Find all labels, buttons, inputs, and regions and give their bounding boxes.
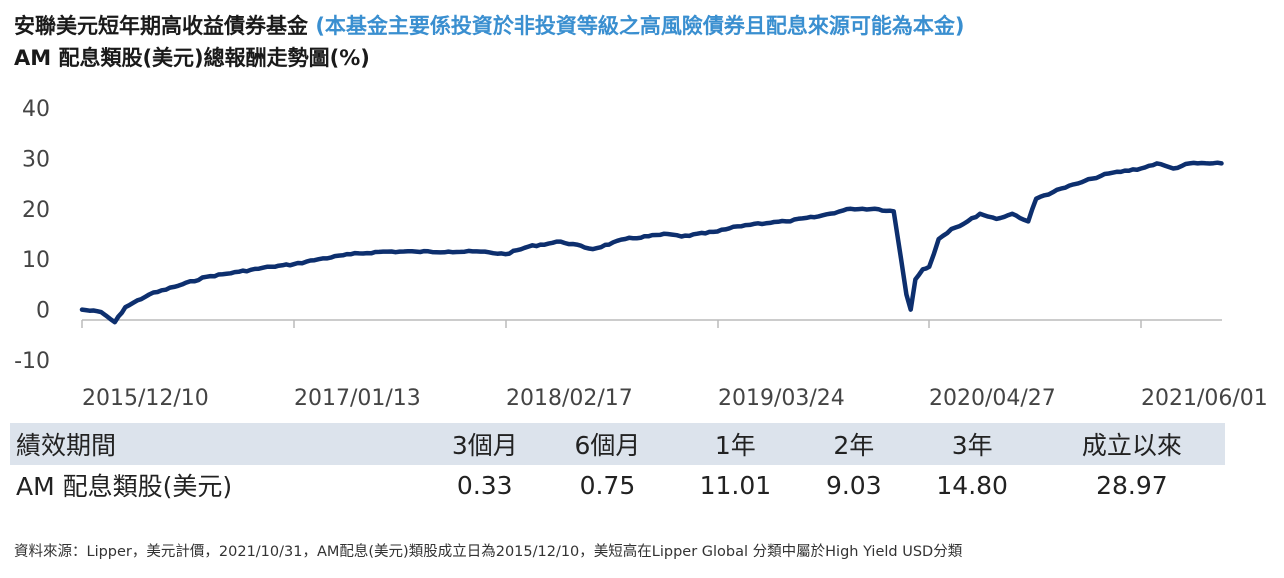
source-footnote: 資料來源：Lipper，美元計價，2021/10/31，AM配息(美元)類股成立… (14, 544, 963, 560)
series-layer (79, 160, 1224, 325)
chart-title-block: 安聯美元短年期高收益債券基金 (本基金主要係投資於非投資等級之高風險債券且配息來… (14, 10, 965, 72)
y-tick-label: 0 (36, 299, 50, 324)
header-since-inception: 成立以來 (1038, 423, 1225, 465)
series-line (79, 160, 1224, 325)
y-tick-label: 20 (22, 198, 50, 223)
chart-title: 安聯美元短年期高收益債券基金 (本基金主要係投資於非投資等級之高風險債券且配息來… (14, 10, 965, 40)
table-row: AM 配息類股(美元) 0.33 0.75 11.01 9.03 14.80 2… (10, 465, 1225, 505)
performance-table: 績效期間 3個月 6個月 1年 2年 3年 成立以來 AM 配息類股(美元) 0… (10, 423, 1225, 505)
header-3y: 3年 (905, 423, 1039, 465)
x-tick-label: 2020/04/27 (929, 386, 1056, 411)
value-2y: 9.03 (825, 470, 882, 500)
header-6m: 6個月 (546, 423, 669, 465)
row-label: AM 配息類股(美元) (16, 472, 233, 501)
y-tick-label: -10 (14, 349, 50, 374)
value-1y: 11.01 (699, 470, 772, 500)
value-3y: 14.80 (936, 470, 1008, 500)
y-tick-label: 30 (22, 147, 50, 172)
chart-subtitle: AM 配息類股(美元)總報酬走勢圖(%) (14, 46, 370, 70)
x-tick-label: 2017/01/13 (294, 386, 421, 411)
fund-name: 安聯美元短年期高收益債券基金 (14, 14, 308, 38)
total-return-line-chart: 40 30 20 10 0 -10 2015/12/10 2017/01/13 2018/02… (14, 97, 1268, 411)
header-1y: 1年 (668, 423, 802, 465)
x-tick-label: 2021/06/01 (1141, 386, 1268, 411)
header-3m: 3個月 (423, 423, 547, 465)
value-since-inception: 28.97 (1096, 470, 1168, 500)
x-axis: 2015/12/10 2017/01/13 2018/02/17 2019/03/24… (81, 319, 1268, 411)
header-2y: 2年 (801, 423, 906, 465)
header-period: 績效期間 (10, 423, 424, 465)
risk-note: (本基金主要係投資於非投資等級之高風險債券且配息來源可能為本金) (315, 14, 965, 38)
x-tick-label: 2019/03/24 (718, 386, 845, 411)
y-tick-label: 10 (22, 248, 50, 273)
value-3m: 0.33 (456, 470, 513, 500)
x-tick-label: 2015/12/10 (82, 386, 209, 411)
x-tick-label: 2018/02/17 (506, 386, 633, 411)
table-header-row: 績效期間 3個月 6個月 1年 2年 3年 成立以來 (10, 423, 1225, 465)
y-tick-label: 40 (22, 97, 50, 122)
value-6m: 0.75 (579, 470, 636, 500)
y-axis: 40 30 20 10 0 -10 (14, 97, 50, 374)
